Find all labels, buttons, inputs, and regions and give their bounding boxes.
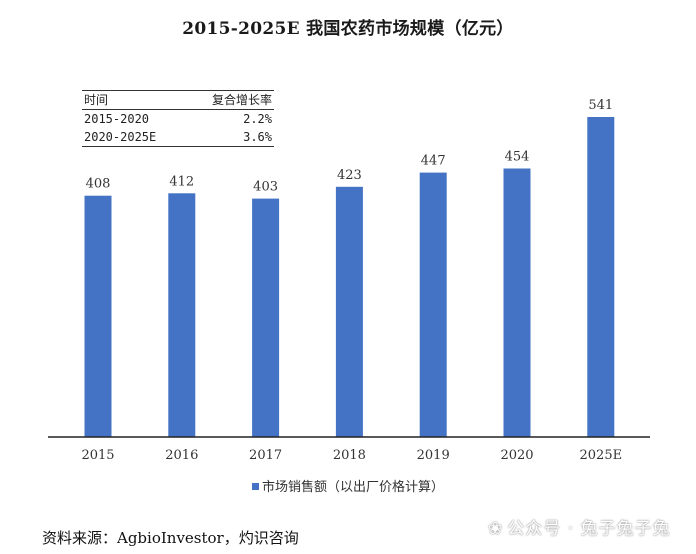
data-label-2019: 447 (421, 154, 446, 169)
legend-swatch (251, 483, 259, 490)
legend-label: 市场销售额（以出厂价格计算） (261, 480, 444, 495)
data-label-2017: 403 (253, 180, 278, 195)
data-label-2020: 454 (505, 150, 530, 165)
cagr-rate: 2.2% (243, 112, 272, 126)
cagr-row: 2020-2025E 3.6% (82, 128, 274, 147)
watermark-text: 公众号 · 兔子兔子兔 (507, 519, 671, 539)
bar-2017 (252, 198, 280, 437)
chart-legend: 市场销售额（以出厂价格计算） (0, 476, 696, 495)
data-label-2025E: 541 (588, 98, 613, 113)
bar-2025E (587, 117, 615, 437)
bar-2015 (84, 195, 112, 437)
bar-2018 (335, 186, 363, 437)
data-labels-layer: 408 412 403 423 447 454 541 (86, 98, 614, 195)
data-label-2018: 423 (337, 168, 362, 183)
cagr-header-rate: 复合增长率 (186, 90, 274, 110)
bar-2019 (419, 172, 447, 437)
chart-title: 2015-2025E 我国农药市场规模（亿元） (182, 19, 514, 39)
data-label-2015: 408 (86, 177, 111, 192)
x-tick-2018: 2018 (333, 448, 366, 463)
cagr-table: 时间 复合增长率 2015-2020 2.2% 2020-2025E 3.6% (82, 90, 274, 147)
cagr-row: 2015-2020 2.2% (82, 110, 274, 129)
data-label-2016: 412 (169, 174, 194, 189)
wechat-icon: ❀ (488, 519, 504, 539)
bar-2016 (168, 193, 196, 437)
cagr-rate: 3.6% (186, 128, 274, 147)
x-tick-2019: 2019 (417, 448, 450, 463)
cagr-period: 2020-2025E (82, 128, 187, 147)
bar-2020 (503, 168, 531, 437)
x-tick-2015: 2015 (81, 448, 114, 463)
cagr-header-row: 时间 复合增长率 (82, 90, 274, 110)
watermark: ❀ 公众号 · 兔子兔子兔 (488, 514, 670, 539)
x-tick-2016: 2016 (165, 448, 198, 463)
cagr-period: 2015-2020 (84, 112, 150, 126)
x-tick-2025E: 2025E (580, 448, 623, 463)
bars-layer (84, 117, 615, 437)
x-tick-2020: 2020 (500, 448, 533, 463)
cagr-header-period: 时间 (82, 90, 187, 110)
x-tick-2017: 2017 (249, 448, 282, 463)
x-tick-labels-layer: 2015 2016 2017 2018 2019 2020 2025E (81, 448, 622, 463)
source-note: 资料来源：AgbioInvestor，灼识咨询 (42, 529, 299, 547)
